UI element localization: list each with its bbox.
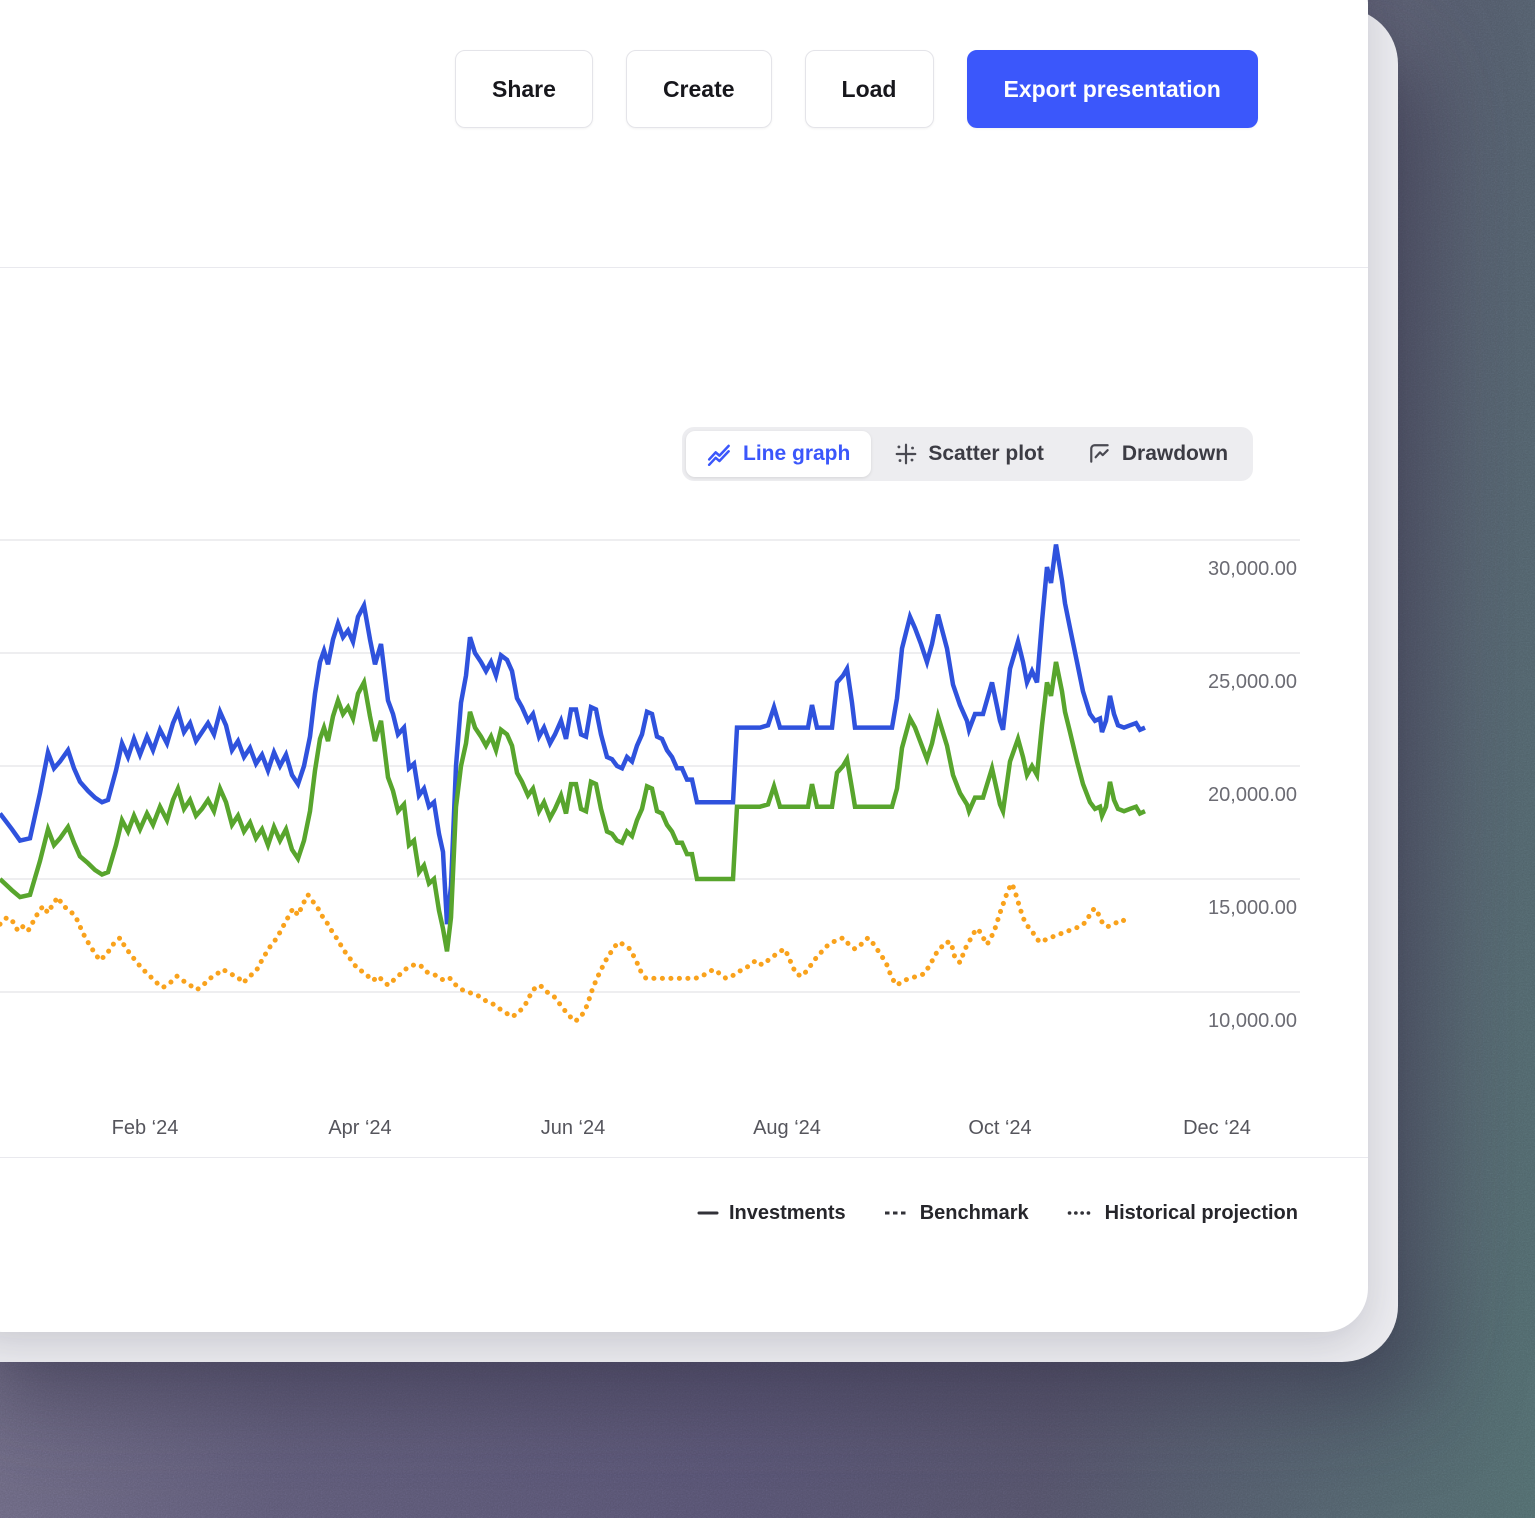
x-tick-dec: Dec ‘24 [1183, 1117, 1251, 1139]
legend-label: Investments [728, 1201, 846, 1224]
chart-type-toggle: Line graph Scatter plot [682, 427, 1254, 481]
card-content: Share Create Load Export presentation Li… [0, 50, 1368, 1228]
tab-drawdown-label: Drawdown [1121, 442, 1229, 465]
x-tick-oct: Oct ‘24 [968, 1117, 1032, 1139]
tab-line-graph[interactable]: Line graph [686, 431, 872, 477]
legend-label: Benchmark [919, 1201, 1029, 1224]
dashed-line-icon [884, 1211, 909, 1215]
export-presentation-button[interactable]: Export presentation [966, 50, 1258, 128]
x-tick-jun: Jun ‘24 [540, 1117, 606, 1139]
axis-divider [0, 1157, 1368, 1158]
legend-item-historical-projection: Historical projection [1067, 1202, 1298, 1225]
create-button[interactable]: Create [625, 50, 772, 128]
y-tick-30000: 30,000.00 [1208, 558, 1297, 580]
tab-line-graph-label: Line graph [743, 442, 851, 465]
toolbar: Share Create Load Export presentation [455, 50, 1258, 128]
dotted-line-icon [1067, 1211, 1095, 1215]
load-button[interactable]: Load [804, 50, 934, 128]
tab-drawdown[interactable]: Drawdown [1067, 431, 1249, 477]
dashboard-card: Share Create Load Export presentation Li… [0, 50, 1368, 1228]
header-divider [0, 267, 1368, 268]
y-tick-15000: 15,000.00 [1208, 897, 1297, 919]
y-tick-10000: 10,000.00 [1208, 1010, 1297, 1032]
x-tick-apr: Apr ‘24 [328, 1117, 392, 1139]
share-button[interactable]: Share [455, 50, 593, 128]
line-graph-icon [707, 442, 733, 466]
tab-scatter-plot[interactable]: Scatter plot [873, 431, 1065, 477]
scatter-plot-icon [894, 442, 918, 466]
legend-item-benchmark: Benchmark [884, 1202, 1029, 1225]
y-tick-25000: 25,000.00 [1208, 671, 1297, 693]
legend-label: Historical projection [1104, 1201, 1298, 1224]
drawdown-icon [1088, 442, 1112, 466]
x-tick-aug: Aug ‘24 [753, 1117, 821, 1139]
chart-legend: Investments Benchmark Historical project… [697, 1198, 1298, 1228]
tab-scatter-plot-label: Scatter plot [928, 442, 1044, 465]
x-tick-feb: Feb ‘24 [111, 1117, 179, 1139]
solid-line-icon [697, 1211, 719, 1215]
legend-item-investments: Investments [697, 1202, 846, 1225]
y-tick-20000: 20,000.00 [1208, 784, 1297, 806]
